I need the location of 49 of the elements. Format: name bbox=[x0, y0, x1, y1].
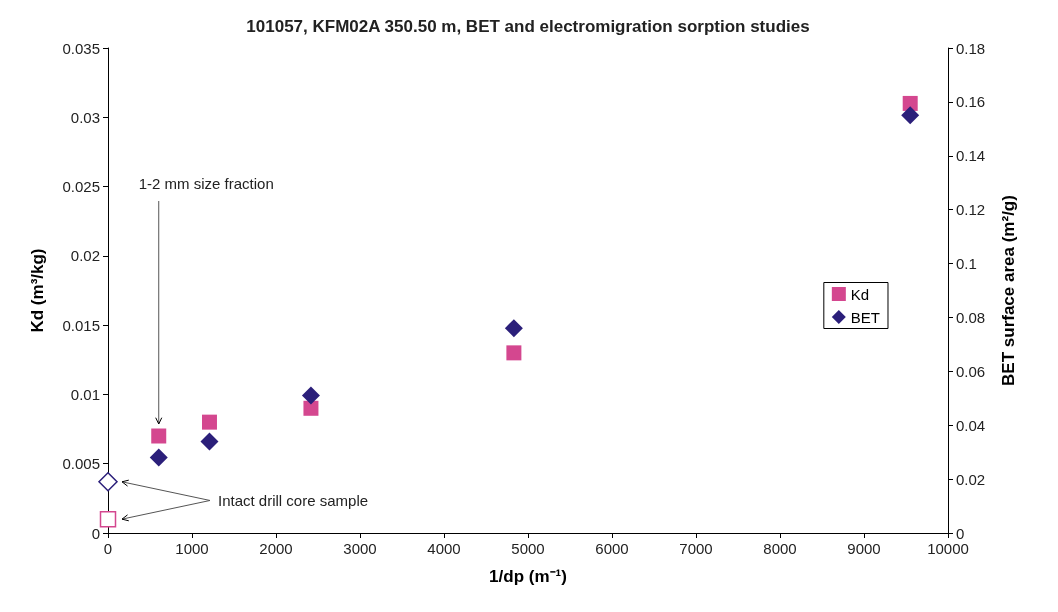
y2-tick-label: 0.02 bbox=[956, 470, 986, 488]
x-tick-label: 10000 bbox=[927, 540, 969, 557]
annotation: 1-2 mm size fraction bbox=[138, 175, 274, 192]
point bbox=[149, 448, 168, 467]
point bbox=[98, 472, 118, 492]
y2-tick-label: 0.16 bbox=[956, 93, 986, 111]
legend-label: Kd bbox=[850, 285, 870, 303]
x-axis-title: 1/dp (m⁻¹) bbox=[489, 567, 567, 586]
x-tick-label: 0 bbox=[103, 540, 113, 557]
annotation: Intact drill core sample bbox=[218, 491, 369, 509]
y2-tick-label: 0.04 bbox=[956, 416, 986, 434]
y-tick-label: 0.035 bbox=[62, 39, 100, 57]
y-tick-label: 0.015 bbox=[62, 316, 100, 334]
chart-title: 101057, KFM02A 350.50 m, BET and electromigration sorption studies bbox=[246, 17, 810, 36]
y2-tick-label: 0.1 bbox=[956, 255, 977, 273]
y2-tick-label: 0 bbox=[956, 524, 965, 542]
y-tick-label: 0.01 bbox=[70, 385, 100, 403]
y-tick-label: 0.02 bbox=[70, 247, 100, 265]
y-tick-label: 0.005 bbox=[62, 455, 100, 473]
y-axis-title: Kd (m³/kg) bbox=[28, 248, 47, 333]
x-tick-label: 4000 bbox=[427, 540, 461, 557]
y-tick-label: 0 bbox=[91, 524, 100, 542]
x-tick-label: 5000 bbox=[511, 540, 545, 557]
y2-tick-label: 0.18 bbox=[956, 39, 986, 57]
x-tick-label: 8000 bbox=[763, 540, 797, 557]
x-tick-label: 9000 bbox=[847, 540, 881, 557]
y2-tick-label: 0.14 bbox=[956, 147, 986, 165]
point bbox=[901, 106, 920, 125]
point bbox=[200, 432, 219, 451]
y-tick-label: 0.025 bbox=[62, 178, 100, 196]
point bbox=[301, 386, 320, 405]
point bbox=[303, 400, 319, 416]
point bbox=[99, 510, 117, 528]
y2-tick-label: 0.12 bbox=[956, 201, 986, 219]
legend-label: BET bbox=[850, 308, 881, 326]
x-tick-label: 6000 bbox=[595, 540, 629, 557]
x-tick-label: 2000 bbox=[259, 540, 293, 557]
y-tick-label: 0.03 bbox=[70, 108, 100, 126]
point bbox=[151, 428, 167, 444]
y2-tick-label: 0.06 bbox=[956, 362, 986, 380]
point bbox=[504, 319, 523, 338]
point bbox=[506, 345, 522, 361]
x-tick-label: 3000 bbox=[343, 540, 377, 557]
point bbox=[902, 95, 918, 111]
point bbox=[201, 414, 217, 430]
y2-axis-title: BET surface area (m²/g) bbox=[999, 195, 1018, 386]
x-tick-label: 1000 bbox=[175, 540, 209, 557]
y2-tick-label: 0.08 bbox=[956, 308, 986, 326]
x-tick-label: 7000 bbox=[679, 540, 713, 557]
